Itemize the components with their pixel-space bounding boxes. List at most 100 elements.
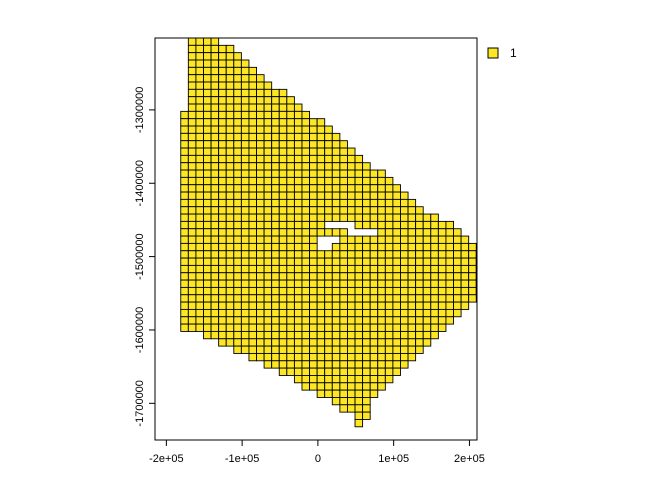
raster-cell — [377, 184, 386, 193]
raster-cell — [210, 162, 220, 171]
raster-cell — [293, 140, 303, 149]
raster-cell — [263, 294, 273, 303]
raster-cell — [263, 96, 273, 105]
raster-cell — [422, 279, 432, 288]
raster-cell — [278, 352, 288, 362]
raster-cell — [248, 272, 257, 281]
raster-cell — [354, 206, 364, 215]
raster-cell — [453, 279, 462, 288]
raster-cell — [218, 132, 227, 142]
raster-cell — [263, 272, 273, 281]
raster-cell — [278, 286, 288, 296]
raster-cell — [218, 272, 227, 281]
raster-cell — [415, 301, 424, 310]
raster-cell — [187, 154, 197, 164]
raster-cell — [225, 110, 235, 120]
raster-cell — [346, 169, 356, 178]
raster-cell — [354, 352, 364, 362]
raster-cell — [256, 330, 265, 340]
raster-cell — [218, 110, 227, 120]
raster-cell — [248, 301, 257, 310]
raster-cell — [271, 323, 280, 332]
raster-cell — [331, 352, 341, 362]
raster-cell — [240, 228, 250, 237]
y-tick-label: -1600000 — [134, 307, 146, 354]
raster-cell — [354, 301, 364, 310]
raster-cell — [453, 294, 462, 303]
raster-cell — [346, 294, 356, 303]
raster-cell — [210, 242, 220, 252]
raster-cell — [407, 352, 417, 362]
raster-cell — [324, 323, 333, 332]
raster-cell — [286, 235, 295, 244]
raster-cell — [271, 125, 280, 134]
raster-cell — [354, 220, 364, 230]
raster-cell — [407, 279, 417, 288]
raster-cell — [460, 272, 470, 281]
raster-cell — [339, 316, 348, 325]
raster-cell — [187, 323, 197, 332]
raster-cell — [460, 301, 470, 310]
raster-cell — [203, 272, 212, 281]
raster-cell — [400, 250, 409, 259]
raster-cell — [271, 176, 280, 186]
raster-cell — [392, 198, 401, 208]
raster-cell — [369, 235, 379, 244]
raster-cell — [346, 154, 356, 164]
raster-cell — [180, 308, 189, 318]
raster-cell — [195, 301, 204, 310]
raster-cell — [263, 125, 273, 134]
raster-cell — [233, 323, 242, 332]
raster-cell — [293, 228, 303, 237]
raster-cell — [445, 286, 454, 296]
raster-cell — [362, 235, 371, 244]
raster-cell — [256, 74, 265, 83]
raster-cell — [210, 301, 220, 310]
raster-cell — [263, 323, 273, 332]
raster-cell — [248, 169, 257, 178]
raster-cell — [187, 44, 197, 54]
raster-cell — [195, 242, 204, 252]
raster-cell — [195, 154, 204, 164]
raster-cell — [256, 213, 265, 222]
raster-cell — [248, 74, 257, 83]
raster-cell — [324, 147, 333, 156]
raster-cell — [437, 294, 447, 303]
raster-cell — [453, 257, 462, 266]
raster-cell — [286, 272, 295, 281]
raster-cell — [362, 338, 371, 347]
raster-cell — [195, 206, 204, 215]
raster-cell — [248, 323, 257, 332]
raster-cell — [484, 258, 492, 265]
raster-cell — [331, 294, 341, 303]
raster-cell — [392, 338, 401, 347]
raster-cell — [210, 154, 220, 164]
raster-cell — [271, 110, 280, 120]
raster-cell — [240, 176, 250, 186]
raster-cell — [445, 220, 454, 230]
raster-cell — [362, 213, 371, 222]
raster-cell — [195, 169, 204, 178]
raster-cell — [187, 228, 197, 237]
raster-cell — [346, 162, 356, 171]
raster-cell — [225, 294, 235, 303]
raster-cell — [240, 308, 250, 318]
raster-cell — [346, 375, 356, 384]
raster-cell — [271, 360, 280, 369]
raster-cell — [225, 191, 235, 200]
raster-cell — [248, 352, 257, 362]
raster-cell — [256, 250, 265, 259]
raster-cell — [263, 257, 273, 266]
y-axis: -1300000 -1400000 -1500000 -1600000 -1700000 — [134, 87, 155, 427]
raster-cell — [218, 147, 227, 156]
raster-cell — [203, 242, 212, 252]
raster-cell — [369, 367, 379, 376]
raster-cell — [309, 316, 318, 325]
raster-cell — [316, 308, 326, 318]
raster-cell — [400, 213, 409, 222]
raster-cell — [415, 316, 424, 325]
raster-cell — [369, 316, 379, 325]
raster-cell — [293, 213, 303, 222]
raster-cell — [225, 264, 235, 274]
